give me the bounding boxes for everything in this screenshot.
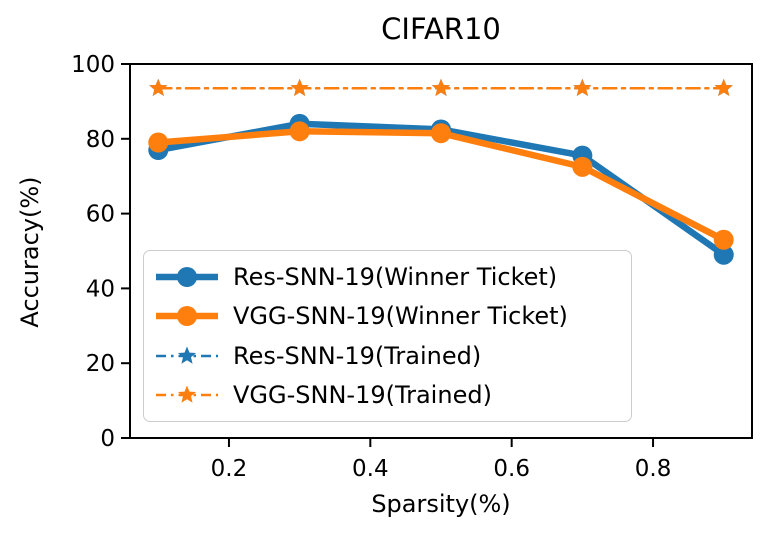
x-tick-label: 0.4 [352, 456, 389, 482]
series-line-0 [155, 120, 727, 258]
series-marker-circle-1 [431, 123, 451, 144]
plot-box [129, 63, 753, 439]
legend-sample-circle-marker [177, 266, 197, 287]
y-tick-label: 80 [86, 127, 115, 153]
y-tick-label: 0 [100, 426, 115, 452]
series-marker-circle-1 [148, 132, 169, 153]
legend-label: VGG-SNN-19(Winner Ticket) [233, 302, 568, 331]
series-marker-circle-1 [289, 121, 310, 142]
y-axis-label: Accuracy(%) [16, 176, 44, 328]
series-marker-star-3 [714, 78, 733, 96]
legend-line-sample-icon [156, 385, 218, 403]
y-tick-label: 60 [86, 202, 115, 228]
x-tick-label: 0.2 [211, 456, 248, 482]
legend-item-res-snn-winner: Res-SNN-19(Winner Ticket) [154, 262, 627, 292]
series-marker-star-3 [431, 78, 451, 96]
legend-sample-circle-marker [177, 306, 197, 327]
series-marker-circle-0 [713, 244, 734, 265]
legend-item-res-snn-trained: Res-SNN-19(Trained) [154, 341, 627, 371]
legend-line-sample-icon [156, 266, 218, 287]
series-line-1 [155, 128, 727, 244]
series-marker-star-3 [149, 78, 168, 96]
series-marker-star-3 [290, 78, 309, 96]
legend-item-vgg-snn-winner: VGG-SNN-19(Winner Ticket) [154, 301, 627, 331]
chart-title: CIFAR10 [381, 12, 501, 46]
legend-label: VGG-SNN-19(Trained) [233, 381, 492, 410]
legend-sample-star-marker [177, 346, 197, 364]
x-tick-label: 0.6 [493, 456, 530, 482]
series-marker-circle-1 [572, 156, 593, 177]
legend-label: Res-SNN-19(Winner Ticket) [233, 262, 558, 291]
x-tick-label: 0.8 [635, 456, 672, 482]
series-marker-star-3 [573, 78, 592, 96]
legend-sample-star-marker [177, 385, 197, 403]
legend-line-sample-icon [156, 346, 218, 364]
y-tick-label: 100 [71, 52, 115, 78]
y-tick-label: 20 [86, 351, 115, 377]
series-marker-circle-1 [713, 229, 734, 250]
x-axis-label: Sparsity(%) [371, 490, 511, 518]
y-tick-label: 40 [86, 276, 115, 302]
legend-line-sample-icon [156, 306, 218, 327]
legend-item-vgg-snn-trained: VGG-SNN-19(Trained) [154, 380, 627, 410]
legend: Res-SNN-19(Winner Ticket) VGG-SNN-19(Win… [143, 250, 632, 422]
legend-label: Res-SNN-19(Trained) [233, 341, 482, 370]
